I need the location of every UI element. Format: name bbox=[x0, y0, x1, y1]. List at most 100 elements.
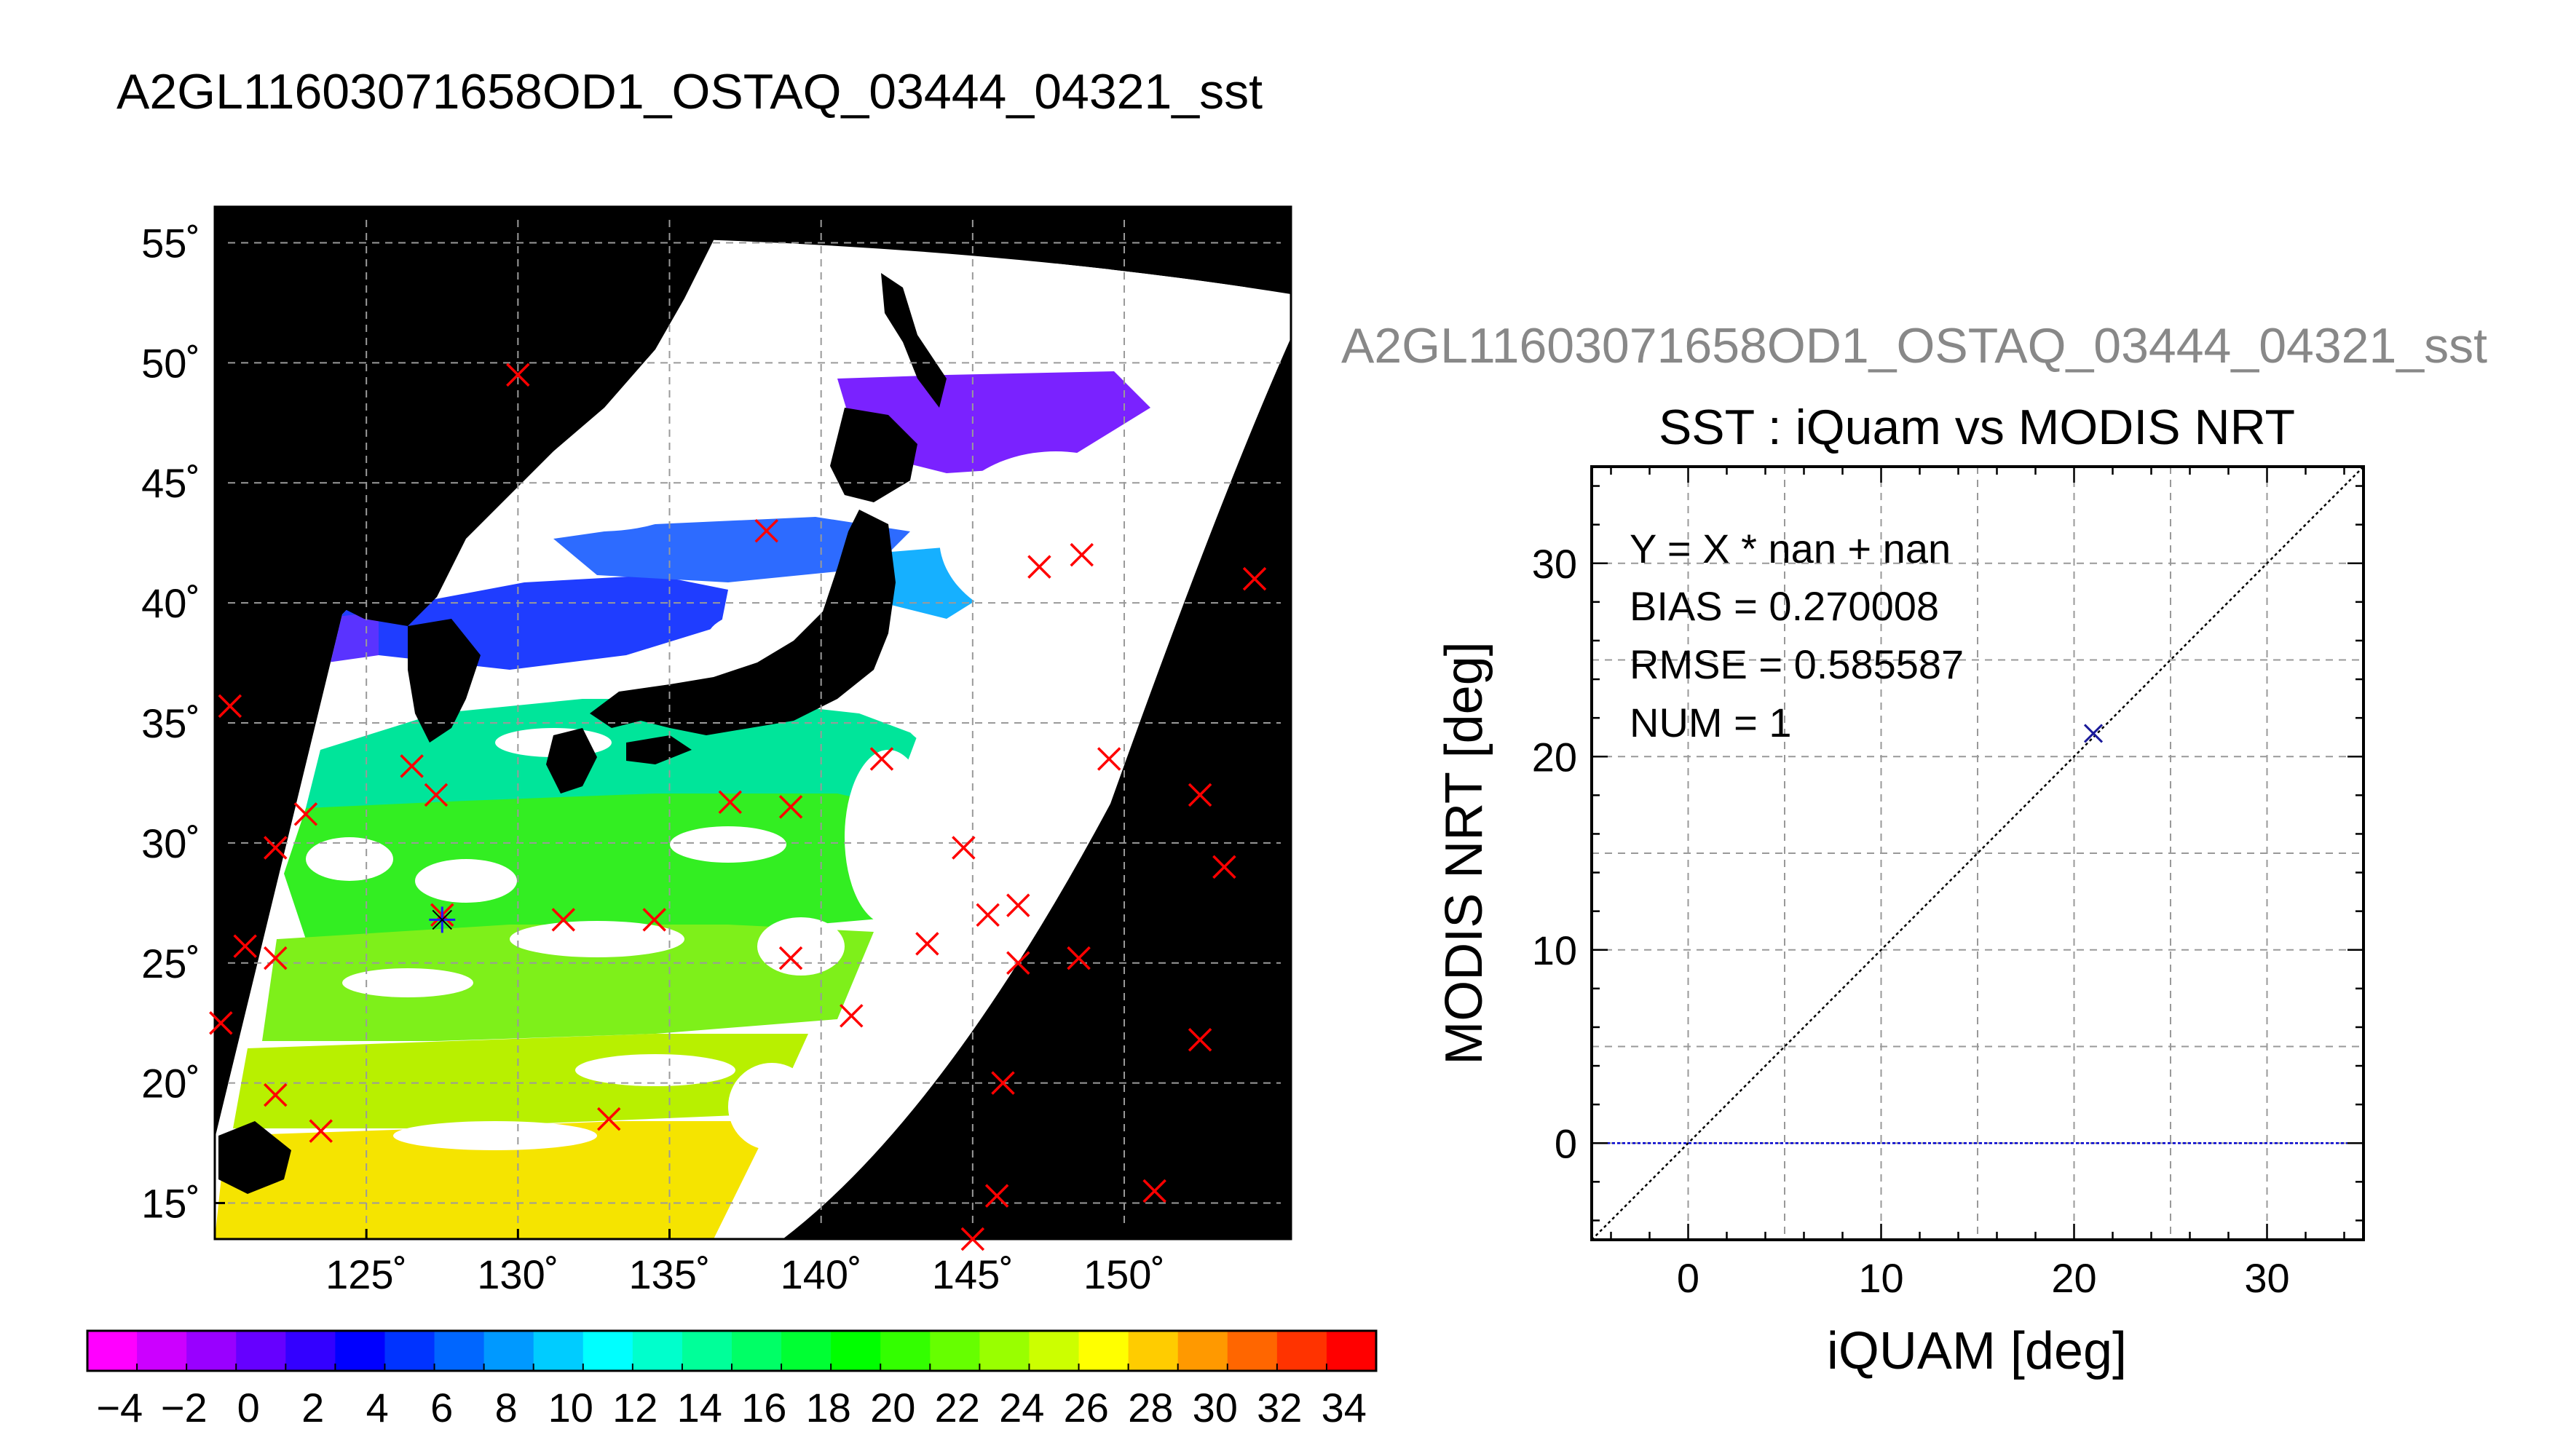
buoy-marker bbox=[506, 363, 530, 387]
colorbar-label: 28 bbox=[1128, 1385, 1173, 1431]
colorbar-swatch bbox=[682, 1331, 732, 1371]
buoy-marker bbox=[1188, 783, 1212, 807]
scatter-axes: 0 0 10 10 20 20 30 30 bbox=[1532, 467, 2364, 1301]
buoy-marker bbox=[754, 518, 778, 543]
lat-tick-label: 15˚ bbox=[141, 1181, 200, 1227]
colorbar-label: 12 bbox=[612, 1385, 657, 1431]
colorbar-swatch bbox=[1029, 1331, 1080, 1371]
colorbar-label: 4 bbox=[366, 1385, 389, 1431]
colorbar-label: 26 bbox=[1064, 1385, 1109, 1431]
colorbar-swatch bbox=[384, 1331, 435, 1371]
colorbar-label: 32 bbox=[1257, 1385, 1302, 1431]
colorbar-label: −2 bbox=[161, 1385, 208, 1431]
lon-tick-label: 130˚ bbox=[477, 1251, 558, 1297]
lon-tick-label: 135˚ bbox=[628, 1251, 710, 1297]
colorbar-swatch bbox=[236, 1331, 286, 1371]
scatter-point bbox=[2083, 724, 2104, 743]
scatter-title: SST : iQuam vs MODIS NRT bbox=[1659, 400, 2295, 455]
colorbar-label: −4 bbox=[96, 1385, 143, 1431]
buoy-marker bbox=[869, 747, 894, 771]
sst-map-panel: 55˚ 50˚ 45˚ 40˚ 35˚ 30˚ 25˚ 20˚ 15˚ 125˚ 130˚ 135˚ 1… bbox=[86, 205, 1378, 1431]
buoy-marker bbox=[597, 1107, 621, 1131]
buoy-marker bbox=[1212, 855, 1236, 879]
y-tick-label: 20 bbox=[1532, 734, 1577, 780]
buoy-marker bbox=[1242, 566, 1267, 591]
x-axis-label: iQUAM [deg] bbox=[1827, 1322, 2127, 1380]
colorbar-label: 24 bbox=[999, 1385, 1044, 1431]
colorbar-label: 10 bbox=[548, 1385, 593, 1431]
buoy-marker bbox=[264, 1083, 288, 1107]
x-tick-label: 0 bbox=[1677, 1255, 1699, 1301]
map-graticule bbox=[215, 207, 1291, 1239]
colorbar-swatch bbox=[137, 1331, 187, 1371]
colorbar-label: 6 bbox=[430, 1385, 453, 1431]
x-tick-label: 10 bbox=[1858, 1255, 1903, 1301]
colorbar-swatch bbox=[880, 1331, 931, 1371]
buoy-marker bbox=[1006, 893, 1030, 917]
colorbar-swatch bbox=[434, 1331, 485, 1371]
colorbar-label: 16 bbox=[741, 1385, 786, 1431]
colorbar-swatch bbox=[87, 1331, 138, 1371]
buoy-marker bbox=[778, 946, 803, 970]
colorbar-label: 30 bbox=[1193, 1385, 1238, 1431]
lat-tick-label: 45˚ bbox=[141, 460, 200, 506]
buoy-marker bbox=[976, 903, 1000, 927]
buoy-marker bbox=[309, 1119, 333, 1143]
scatter-panel: A2GL11603071658OD1_OSTAQ_03444_04321_sst… bbox=[1311, 0, 2555, 1456]
buoy-marker bbox=[1142, 1179, 1166, 1203]
colorbar-swatch bbox=[285, 1331, 336, 1371]
sst-map: 55˚ 50˚ 45˚ 40˚ 35˚ 30˚ 25˚ 20˚ 15˚ 125˚ 130˚ 135˚ 1… bbox=[86, 205, 1378, 1431]
colorbar-label: 2 bbox=[301, 1385, 324, 1431]
x-tick-label: 30 bbox=[2244, 1255, 2289, 1301]
buoy-marker bbox=[952, 836, 976, 860]
colorbar-swatch bbox=[732, 1331, 782, 1371]
y-tick-label: 30 bbox=[1532, 541, 1577, 587]
scatter-file-title: A2GL11603071658OD1_OSTAQ_03444_04321_sst bbox=[1341, 318, 2487, 373]
buoy-marker bbox=[1067, 946, 1091, 970]
buoy-marker bbox=[778, 795, 803, 819]
map-axes: 55˚ 50˚ 45˚ 40˚ 35˚ 30˚ 25˚ 20˚ 15˚ 125˚ 130˚ 135˚ 1… bbox=[141, 207, 1291, 1297]
y-axis-label: MODIS NRT [deg] bbox=[1435, 641, 1493, 1065]
scatter-frame bbox=[1590, 465, 2365, 1241]
stat-num: NUM = 1 bbox=[1630, 700, 1792, 745]
colorbar-swatch bbox=[781, 1331, 832, 1371]
buoy-marker bbox=[915, 932, 939, 956]
sst-field bbox=[215, 371, 1150, 1239]
lon-tick-label: 145˚ bbox=[932, 1251, 1014, 1297]
scatter-points bbox=[2083, 724, 2104, 743]
lat-tick-label: 35˚ bbox=[141, 700, 200, 746]
colorbar-label: 18 bbox=[806, 1385, 851, 1431]
colorbar-label: 14 bbox=[677, 1385, 722, 1431]
buoy-marker bbox=[233, 934, 257, 958]
lat-tick-label: 20˚ bbox=[141, 1061, 200, 1107]
land-masses bbox=[215, 207, 947, 1194]
stat-bias: BIAS = 0.270008 bbox=[1630, 583, 1939, 629]
colorbar-swatch bbox=[632, 1331, 683, 1371]
lat-tick-label: 55˚ bbox=[141, 220, 200, 266]
scatter-plot: A2GL11603071658OD1_OSTAQ_03444_04321_sst… bbox=[1341, 318, 2487, 1380]
colorbar-label: 0 bbox=[237, 1385, 260, 1431]
buoy-marker bbox=[264, 946, 288, 970]
buoy-marker bbox=[718, 790, 743, 815]
colorbar-swatch bbox=[979, 1331, 1030, 1371]
colorbar-swatch bbox=[1276, 1331, 1327, 1371]
colorbar-frame bbox=[86, 1329, 1378, 1372]
buoy-marker bbox=[840, 1004, 864, 1028]
colorbar-label: 20 bbox=[870, 1385, 915, 1431]
figure-title: A2GL11603071658OD1_OSTAQ_03444_04321_sst bbox=[117, 64, 1263, 119]
buoy-marker bbox=[1006, 951, 1030, 976]
y-tick-label: 0 bbox=[1555, 1120, 1577, 1166]
colorbar-swatch bbox=[1177, 1331, 1228, 1371]
buoy-markers bbox=[209, 363, 1267, 1251]
colorbar-label: 8 bbox=[495, 1385, 518, 1431]
buoy-marker bbox=[400, 754, 424, 778]
buoy-marker bbox=[293, 802, 318, 826]
buoy-marker bbox=[209, 1010, 233, 1035]
stat-fit-line: Y = X * nan + nan bbox=[1630, 526, 1951, 571]
buoy-marker bbox=[1097, 747, 1121, 771]
one-to-one-line bbox=[1591, 466, 2364, 1241]
colorbar-label: 34 bbox=[1322, 1385, 1367, 1431]
lon-tick-label: 140˚ bbox=[781, 1251, 862, 1297]
colorbar-label: 22 bbox=[935, 1385, 980, 1431]
buoy-marker bbox=[1027, 555, 1051, 579]
